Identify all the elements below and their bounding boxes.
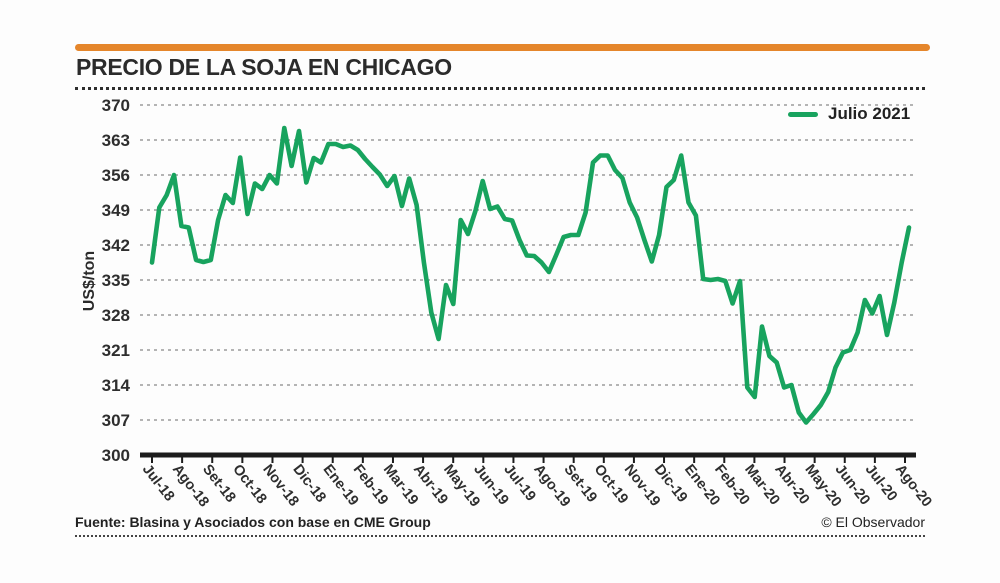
title-divider: [75, 87, 925, 90]
page-title: PRECIO DE LA SOJA EN CHICAGO: [76, 54, 452, 80]
y-tick-label: 328: [102, 306, 130, 325]
x-tick-label: Jul-18: [139, 462, 177, 505]
y-tick-label: 300: [102, 446, 130, 465]
legend-label: Julio 2021: [828, 104, 911, 123]
y-tick-label: 342: [102, 236, 130, 255]
price-line: [149, 125, 912, 425]
y-tick-label: 356: [102, 166, 130, 185]
y-tick-label: 307: [102, 411, 130, 430]
y-tick-label: 370: [102, 96, 130, 115]
y-tick-label: 314: [102, 376, 131, 395]
y-tick-label: 321: [102, 341, 130, 360]
y-tick-label: 363: [102, 131, 130, 150]
footer-divider: [75, 535, 925, 537]
accent-bar: [75, 44, 930, 51]
source-text: Fuente: Blasina y Asociados con base en …: [75, 514, 431, 530]
credit-text: © El Observador: [821, 514, 925, 530]
y-axis-title: US$/ton: [81, 250, 98, 312]
legend-line-swatch-icon: [788, 111, 818, 117]
y-tick-label: 335: [102, 271, 130, 290]
y-tick-label: 349: [102, 201, 130, 220]
chart-legend: Julio 2021: [788, 104, 910, 124]
x-tick-label: Ago-20: [892, 462, 935, 511]
